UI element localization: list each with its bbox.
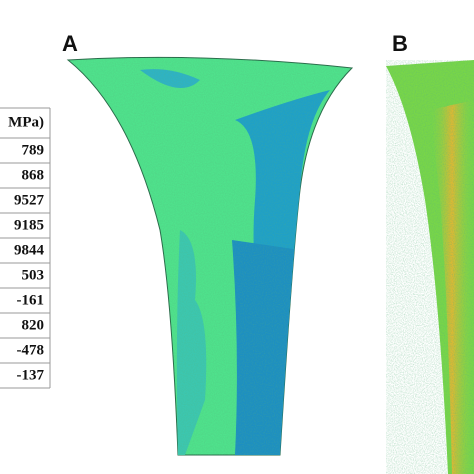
mesh-texture <box>386 60 474 474</box>
stress-patches <box>68 57 352 455</box>
table-cell: 9527 <box>14 192 45 208</box>
panel-b: B <box>386 31 474 474</box>
table-cell: 9844 <box>14 242 45 258</box>
table-cell: 868 <box>22 167 45 183</box>
table-cell: 503 <box>22 267 45 283</box>
table-cell: -478 <box>17 342 45 358</box>
panel-a: A <box>62 31 354 456</box>
table-cell: -137 <box>17 367 45 383</box>
panel-label: B <box>392 31 408 56</box>
table-cell: -161 <box>17 292 45 308</box>
table-cell: 9185 <box>14 217 44 233</box>
table-header: MPa) <box>8 114 44 130</box>
table-cell: 789 <box>22 142 45 158</box>
table-cell: 820 <box>22 317 45 333</box>
legend-table: MPa) 789 868 9527 9185 9844 503 -161 820 -478 -137 <box>0 107 51 389</box>
panel-label: A <box>62 31 78 56</box>
